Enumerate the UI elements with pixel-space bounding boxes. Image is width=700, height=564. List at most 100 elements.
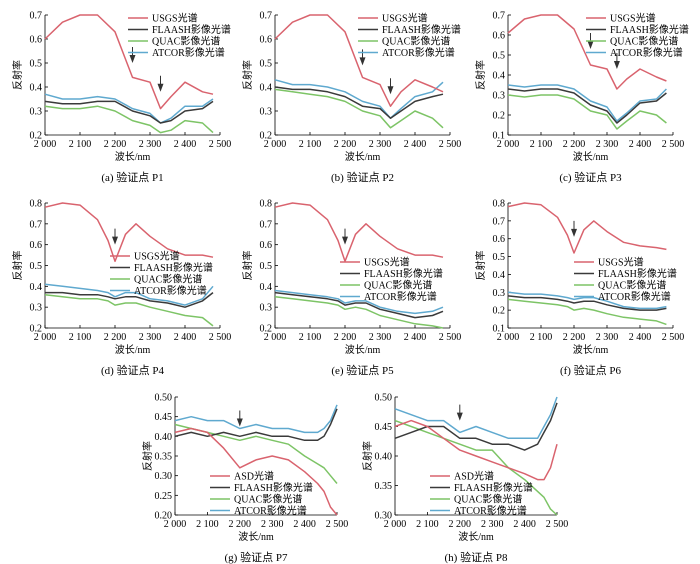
- chart-panel: 0.20 0.25 0.30 0.35 0.40 0.45 0.50 2 000 2 100 2 …: [141, 393, 348, 564]
- y-tick-label: 0.4: [30, 83, 43, 94]
- series-line: [44, 293, 214, 327]
- x-tick-label: 2 200: [229, 519, 252, 530]
- series-line: [394, 396, 558, 440]
- x-tick-label: 2 300: [139, 139, 162, 150]
- series-line: [44, 93, 214, 124]
- y-tick-label: 0.35: [155, 452, 173, 463]
- series-line: [274, 14, 444, 107]
- y-tick-label: 0.4: [493, 71, 506, 82]
- legend-label: FLAASH影像光谱: [234, 481, 313, 494]
- chart-panel: 0.1 0.2 0.3 0.4 0.5 0.6 0.7 0.8 2 000 2 100 2 200 2…: [474, 199, 684, 378]
- x-tick-label: 2 000: [34, 139, 57, 150]
- legend-label: USGS光谱: [134, 250, 180, 263]
- chart-panel: 0.2 0.3 0.4 0.5 0.6 0.7 2 000 2 100 2 200 2 300 2 …: [241, 11, 461, 185]
- x-tick-label: 2 200: [334, 332, 357, 343]
- legend-label: ATCOR影像光谱: [598, 290, 671, 303]
- y-tick-label: 0.40: [375, 452, 393, 463]
- y-tick-label: 0.40: [155, 432, 173, 443]
- y-tick-label: 0.6: [493, 234, 506, 245]
- x-axis-label: 波长/nm: [115, 343, 151, 356]
- y-axis-label: 反射率: [11, 251, 24, 281]
- y-tick-label: 0.5: [493, 51, 506, 62]
- x-tick-label: 2 300: [261, 519, 284, 530]
- x-tick-label: 2 100: [530, 139, 553, 150]
- y-tick-label: 0.3: [493, 91, 506, 102]
- panel-caption: (c) 验证点 P3: [559, 170, 622, 184]
- legend-label: ASD光谱: [234, 470, 274, 483]
- y-tick-label: 0.1: [493, 324, 506, 335]
- legend-label: ATCOR影像光谱: [234, 504, 307, 517]
- y-axis-label: 反射率: [141, 441, 154, 471]
- panel-caption: (e) 验证点 P5: [331, 363, 394, 377]
- series-line: [174, 427, 338, 516]
- x-tick-label: 2 100: [416, 519, 439, 530]
- series-line: [45, 291, 214, 308]
- y-tick-label: 0.2: [493, 111, 506, 122]
- arrow-head: [587, 41, 594, 49]
- legend-label: QUAC影像光谱: [454, 493, 522, 506]
- arrow-head: [456, 412, 463, 421]
- chart-panel: 0.2 0.3 0.4 0.5 0.6 0.7 0.8 2 000 2 100 2 200 2 30…: [11, 199, 231, 378]
- legend-label: USGS光谱: [152, 12, 198, 25]
- series-line: [274, 291, 444, 319]
- series-line: [507, 94, 667, 130]
- panel-caption: (f) 验证点 P6: [560, 363, 622, 377]
- x-tick-label: 2 200: [563, 139, 586, 150]
- y-axis-label: 反射率: [361, 441, 374, 471]
- y-tick-label: 0.6: [30, 35, 43, 46]
- y-tick-label: 0.7: [30, 219, 43, 230]
- legend-label: ASD光谱: [454, 470, 494, 483]
- x-tick-label: 2 400: [513, 519, 536, 530]
- x-tick-label: 2 100: [299, 332, 322, 343]
- y-tick-label: 0.8: [493, 199, 506, 210]
- series-line: [274, 296, 444, 329]
- arrow-head: [571, 228, 577, 237]
- series-line: [44, 202, 214, 263]
- y-tick-label: 0.5: [493, 252, 506, 263]
- y-tick-label: 0.2: [30, 324, 43, 335]
- legend-label: ATCOR影像光谱: [610, 46, 683, 59]
- x-tick-label: 2 400: [174, 332, 197, 343]
- series-line: [507, 84, 667, 122]
- panel-caption: (b) 验证点 P2: [331, 170, 394, 184]
- y-tick-label: 0.3: [30, 107, 43, 118]
- x-tick-label: 2 500: [439, 139, 462, 150]
- x-tick-label: 2 100: [196, 519, 219, 530]
- x-tick-label: 2 300: [139, 332, 162, 343]
- y-tick-label: 0.5: [30, 261, 43, 272]
- series-line: [274, 86, 444, 119]
- y-tick-label: 0.3: [260, 107, 273, 118]
- chart-panel: 0.30 0.35 0.40 0.45 0.50 2 000 2 100 2 200 2 300…: [361, 393, 568, 564]
- x-tick-label: 2 200: [563, 332, 586, 343]
- y-tick-label: 0.5: [30, 59, 43, 70]
- y-axis-label: 反射率: [474, 60, 487, 90]
- y-tick-label: 0.30: [375, 511, 393, 522]
- x-tick-label: 2 200: [104, 139, 127, 150]
- x-tick-label: 2 100: [69, 139, 92, 150]
- x-tick-label: 2 400: [629, 332, 652, 343]
- legend-label: USGS光谱: [364, 256, 410, 269]
- legend-label: FLAASH影像光谱: [134, 261, 213, 274]
- x-tick-label: 2 400: [293, 519, 316, 530]
- arrow-head: [359, 57, 366, 66]
- series-line: [507, 14, 667, 90]
- series-line: [44, 283, 214, 306]
- y-tick-label: 0.8: [260, 199, 273, 210]
- x-tick-label: 2 400: [629, 139, 652, 150]
- series-line: [274, 289, 444, 315]
- legend-label: USGS光谱: [610, 12, 656, 25]
- y-tick-label: 0.7: [493, 11, 506, 22]
- x-axis-label: 波长/nm: [115, 150, 151, 163]
- y-axis-label: 反射率: [474, 251, 487, 281]
- legend-label: FLAASH影像光谱: [610, 23, 689, 36]
- series-line: [174, 404, 338, 434]
- y-tick-label: 0.2: [30, 131, 43, 142]
- y-axis-label: 反射率: [241, 251, 254, 281]
- x-axis-label: 波长/nm: [238, 530, 274, 543]
- arrow-head: [129, 55, 136, 63]
- series-line: [507, 291, 667, 310]
- y-tick-label: 0.8: [30, 199, 43, 210]
- x-tick-label: 2 300: [481, 519, 504, 530]
- y-tick-label: 0.2: [493, 306, 506, 317]
- x-axis-label: 波长/nm: [345, 343, 381, 356]
